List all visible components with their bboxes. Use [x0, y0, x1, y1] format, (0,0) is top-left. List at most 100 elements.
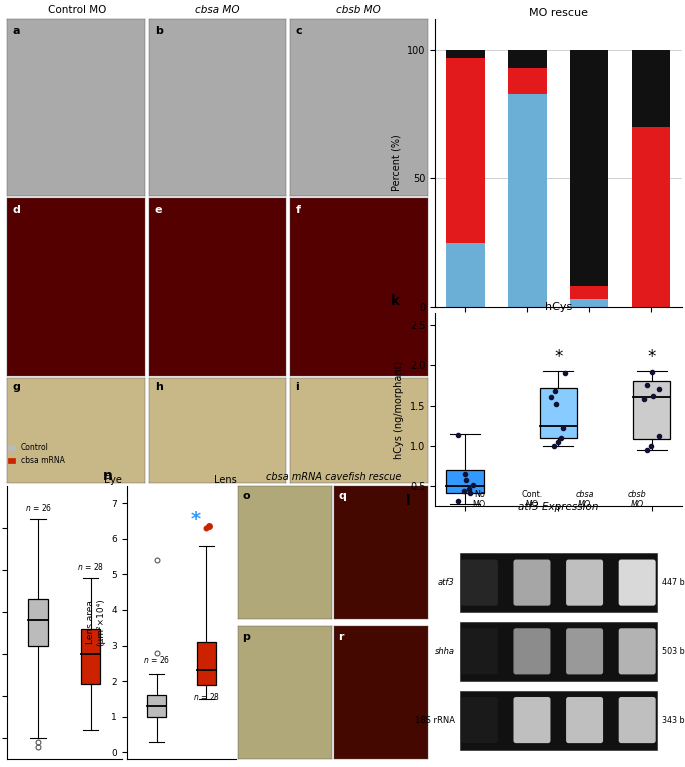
Bar: [147, 696, 166, 716]
Point: [638, 393, 649, 405]
Point: [460, 473, 471, 486]
Text: *: *: [190, 510, 201, 528]
Text: r: r: [338, 631, 344, 641]
FancyBboxPatch shape: [514, 628, 551, 674]
Point: [556, 432, 566, 444]
Text: h: h: [155, 382, 162, 393]
Y-axis label: Lens area
(μm²×10⁴): Lens area (μm²×10⁴): [86, 598, 105, 647]
Text: f: f: [295, 205, 300, 215]
Text: d: d: [12, 205, 21, 215]
Text: cbsa
MO: cbsa MO: [575, 489, 594, 509]
FancyBboxPatch shape: [514, 697, 551, 743]
Text: 343 bp: 343 bp: [662, 716, 685, 725]
Point: [460, 468, 471, 480]
Bar: [28, 599, 48, 646]
Text: *: *: [647, 348, 656, 366]
FancyBboxPatch shape: [619, 628, 656, 674]
Point: [551, 398, 562, 410]
Bar: [508, 68, 547, 94]
FancyBboxPatch shape: [461, 697, 498, 743]
Legend: Control, cbsa mRNA: Control, cbsa mRNA: [5, 440, 68, 468]
Text: p: p: [242, 631, 250, 641]
Point: [641, 443, 652, 456]
FancyBboxPatch shape: [460, 622, 657, 681]
Y-axis label: hCys (ng/morphant): hCys (ng/morphant): [394, 360, 404, 459]
Text: l: l: [406, 494, 410, 509]
Point: [642, 378, 653, 390]
Text: Control MO: Control MO: [48, 5, 106, 15]
Text: cbsb
MO: cbsb MO: [628, 489, 647, 509]
Text: Cont.
MO: Cont. MO: [521, 489, 543, 509]
FancyBboxPatch shape: [461, 628, 498, 674]
Point: [648, 390, 659, 402]
Point: [653, 430, 664, 443]
Point: [647, 366, 658, 378]
Bar: [508, 50, 547, 68]
Text: g: g: [12, 382, 21, 393]
Text: cbsa MO: cbsa MO: [195, 5, 240, 15]
FancyBboxPatch shape: [514, 560, 551, 606]
Point: [545, 391, 556, 403]
FancyBboxPatch shape: [461, 560, 498, 606]
Text: cbsa mRNA cavefish rescue: cbsa mRNA cavefish rescue: [266, 472, 401, 482]
Title: hCys: hCys: [545, 302, 572, 312]
Bar: [446, 50, 484, 58]
Point: [464, 487, 475, 499]
Title: atf3 Expression: atf3 Expression: [518, 502, 599, 512]
FancyBboxPatch shape: [566, 697, 603, 743]
Point: [653, 384, 664, 396]
Point: [553, 436, 564, 448]
Text: No
MO: No MO: [473, 489, 486, 509]
Text: 18S rRNA: 18S rRNA: [414, 716, 455, 725]
Bar: [540, 388, 577, 438]
Title: MO rescue: MO rescue: [529, 8, 588, 18]
Text: i: i: [295, 382, 299, 393]
FancyBboxPatch shape: [460, 553, 657, 612]
Text: c: c: [295, 26, 302, 36]
Bar: [570, 286, 608, 299]
Text: 447 bp: 447 bp: [662, 578, 685, 587]
FancyBboxPatch shape: [566, 560, 603, 606]
Point: [645, 439, 656, 452]
Point: [452, 430, 463, 442]
Point: [558, 422, 569, 434]
Bar: [446, 58, 484, 242]
FancyBboxPatch shape: [566, 628, 603, 674]
Text: a: a: [12, 26, 20, 36]
Text: q: q: [338, 491, 346, 501]
Point: [549, 439, 560, 452]
Bar: [81, 629, 101, 683]
Point: [452, 495, 463, 507]
Bar: [632, 127, 671, 307]
Point: [463, 482, 474, 495]
Y-axis label: Percent (%): Percent (%): [391, 135, 401, 191]
Text: e: e: [155, 205, 162, 215]
Text: $n$ = 26: $n$ = 26: [25, 502, 52, 513]
FancyBboxPatch shape: [619, 697, 656, 743]
Point: [549, 385, 560, 397]
Point: [467, 479, 478, 492]
Bar: [197, 642, 216, 685]
Text: $n$ = 28: $n$ = 28: [193, 691, 220, 703]
Text: cbsb MO: cbsb MO: [336, 5, 380, 15]
Text: Lens: Lens: [214, 475, 236, 485]
Bar: [508, 94, 547, 307]
Bar: [570, 299, 608, 307]
Text: o: o: [242, 491, 250, 501]
Text: n: n: [103, 469, 112, 483]
Bar: [632, 50, 671, 127]
FancyBboxPatch shape: [619, 560, 656, 606]
Text: 503 bp: 503 bp: [662, 647, 685, 656]
Text: shha: shha: [435, 647, 455, 656]
Bar: [633, 381, 671, 439]
Bar: [446, 470, 484, 492]
Point: [458, 485, 469, 497]
Text: atf3: atf3: [438, 578, 455, 587]
Text: k: k: [390, 294, 400, 308]
Bar: [570, 50, 608, 286]
Text: Eye: Eye: [104, 475, 122, 485]
Text: $n$ = 28: $n$ = 28: [77, 561, 104, 572]
Text: b: b: [155, 26, 162, 36]
Text: $n$ = 26: $n$ = 26: [143, 654, 171, 665]
Bar: [446, 242, 484, 307]
